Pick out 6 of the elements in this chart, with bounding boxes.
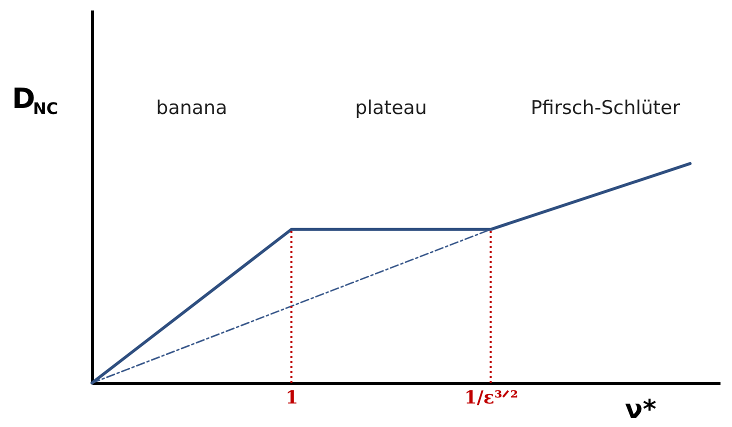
- text: banana: [156, 97, 228, 119]
- x-axis-title: ν*: [625, 395, 657, 425]
- text: plateau: [355, 97, 427, 119]
- x-tick-label: 1: [286, 388, 298, 408]
- text: Pfirsch-Schlüter: [530, 97, 680, 119]
- x-tick-label: 1/ε³ᐟ²: [464, 388, 518, 408]
